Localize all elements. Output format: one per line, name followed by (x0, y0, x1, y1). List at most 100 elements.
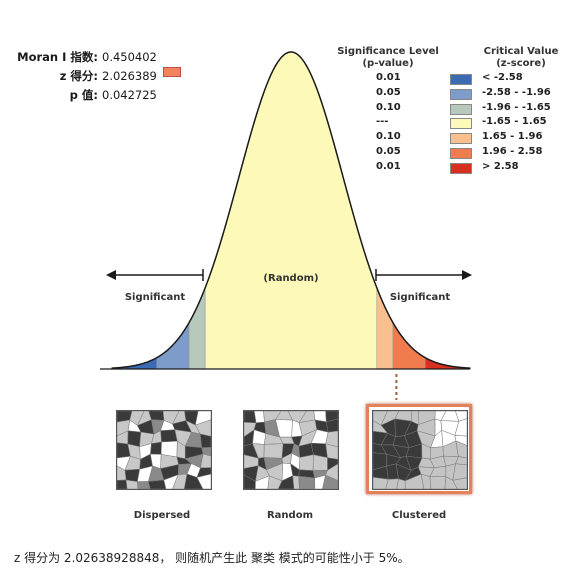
random-map-graphic (244, 411, 338, 489)
map-cell (292, 475, 300, 489)
map-cell (184, 473, 204, 489)
map-cell (196, 467, 211, 478)
significance-legend: Significance Level (p-value) Critical Va… (336, 46, 566, 176)
map-cell (125, 479, 139, 489)
map-cell (263, 443, 284, 459)
conclusion-text: z 得分为 2.02638928848， 则随机产生此 聚类 模式的可能性小于 … (14, 551, 410, 565)
legend-header: Significance Level (p-value) Critical Va… (336, 46, 566, 72)
legend-swatch (450, 103, 472, 115)
map-cell (150, 441, 162, 455)
curve-band-2 (188, 287, 206, 370)
map-cell (298, 476, 316, 489)
map-cell (325, 411, 338, 423)
map-cell (196, 473, 211, 489)
legend-p-value: 0.01 (376, 72, 401, 83)
map-cell (325, 443, 338, 460)
legend-swatch (450, 88, 472, 100)
dispersed-label: Dispersed (133, 510, 191, 521)
legend-row: 0.05 1.96 - 2.58 (336, 146, 566, 161)
map-cell (454, 435, 467, 446)
legend-p-value: 0.05 (376, 86, 401, 98)
p-value-value: 0.042725 (102, 88, 157, 102)
legend-header-significance-line2: (p-value) (362, 58, 414, 69)
moran-index-value: 0.450402 (102, 50, 157, 64)
map-cell (404, 473, 425, 489)
p-value-label: p 值: (69, 88, 98, 102)
legend-z-range: > 2.58 (482, 160, 519, 172)
legend-swatch (450, 133, 472, 145)
map-cell (455, 411, 467, 422)
curve-band-3 (204, 51, 378, 370)
clustered-map-graphic (373, 411, 467, 489)
legend-header-significance: Significance Level (p-value) (336, 46, 440, 70)
map-cell (148, 479, 167, 489)
map-cell (420, 473, 431, 489)
legend-p-value: 0.10 (376, 131, 401, 143)
z-score-label: z 得分: (59, 69, 98, 83)
map-cell (455, 456, 467, 466)
map-cell (244, 411, 257, 424)
legend-row: --- -1.65 - 1.65 (336, 116, 566, 131)
map-cell (160, 429, 178, 443)
map-cell (454, 418, 467, 437)
legend-z-range: -2.58 - -1.96 (482, 86, 551, 98)
clustered-label: Clustered (391, 510, 447, 521)
map-cell (429, 476, 447, 489)
map-cell (137, 481, 151, 489)
legend-row: 0.01 < -2.58 (336, 72, 566, 87)
legend-p-value: 0.05 (376, 145, 401, 157)
legend-z-range: -1.65 - 1.65 (482, 116, 547, 128)
legend-swatch (450, 74, 472, 85)
map-cell (322, 474, 338, 489)
z-score-row: z 得分: 2.026389 (6, 67, 181, 86)
legend-p-value: --- (376, 116, 389, 128)
random-label: (Random) (263, 273, 318, 284)
map-cell (326, 418, 338, 433)
map-cell (373, 477, 389, 489)
map-cell (396, 478, 406, 489)
map-cell (267, 475, 283, 489)
pattern-examples: Dispersed Random Clustered (0, 400, 576, 530)
map-cell (254, 411, 265, 424)
map-cell (200, 453, 211, 469)
bell-curve-outline (111, 51, 471, 369)
legend-z-range: < -2.58 (482, 72, 523, 83)
legend-swatch (450, 147, 472, 159)
random-map-label: Random (266, 510, 313, 521)
map-cell (148, 411, 165, 421)
legend-swatch (450, 118, 472, 130)
moran-index-label: Moran I 指数: (17, 50, 98, 64)
legend-header-critical-line1: Critical Value (483, 46, 559, 57)
map-cell (325, 430, 338, 448)
dispersed-pattern-map (116, 410, 212, 490)
legend-row: 0.01 > 2.58 (336, 161, 566, 176)
legend-header-critical: Critical Value (z-score) (476, 46, 566, 70)
legend-z-range: -1.96 - -1.65 (482, 101, 551, 113)
map-cell (195, 411, 211, 426)
legend-header-significance-line1: Significance Level (337, 46, 439, 57)
clustered-pattern-map (372, 410, 468, 490)
legend-p-value: 0.10 (376, 101, 401, 113)
map-cell (244, 474, 256, 489)
p-value-row: p 值: 0.042725 (6, 86, 181, 105)
legend-row: 0.10 1.65 - 1.96 (336, 131, 566, 146)
right-arrowhead-icon (462, 270, 472, 280)
legend-row: 0.10 -1.96 - -1.65 (336, 102, 566, 117)
legend-z-range: 1.96 - 2.58 (482, 145, 543, 157)
map-cell (314, 474, 326, 489)
map-cell (255, 475, 270, 489)
significant-right-label: Significant (390, 292, 451, 303)
map-cell (455, 440, 467, 459)
map-cell (201, 447, 211, 457)
significant-left-label: Significant (125, 292, 186, 303)
map-cell (385, 478, 399, 489)
map-cell (200, 433, 211, 448)
random-pattern-map (243, 410, 339, 490)
map-cell (452, 477, 467, 489)
legend-z-range: 1.65 - 1.96 (482, 131, 543, 143)
map-cell (444, 476, 458, 489)
moran-index-row: Moran I 指数: 0.450402 (6, 48, 181, 67)
map-cell (117, 479, 128, 489)
map-cell (172, 473, 188, 489)
map-cell (327, 457, 338, 471)
